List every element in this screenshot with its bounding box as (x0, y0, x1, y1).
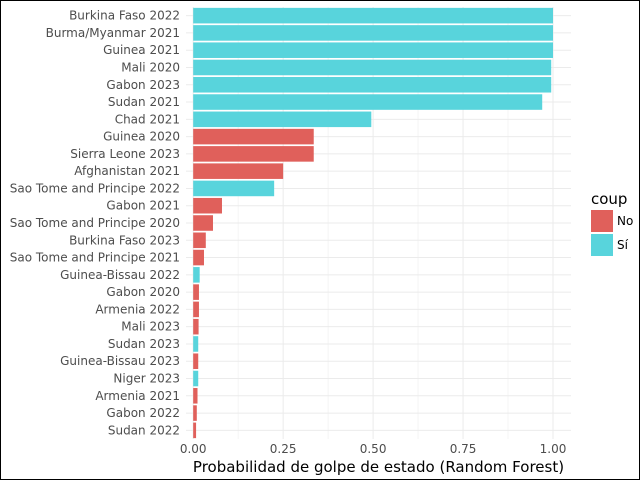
y-tick-label: Guinea-Bissau 2022 (60, 268, 180, 282)
bar (193, 111, 372, 128)
bar (193, 197, 222, 214)
y-tick-label: Burma/Myanmar 2021 (46, 26, 180, 40)
y-tick-label: Gabon 2023 (106, 78, 180, 92)
x-axis-title: Probabilidad de golpe de estado (Random … (193, 458, 564, 476)
y-tick-label: Armenia 2022 (95, 302, 180, 316)
y-tick-label: Sao Tome and Principe 2022 (10, 181, 180, 195)
bar (193, 388, 198, 404)
bar (193, 180, 275, 197)
legend-swatch (591, 234, 613, 256)
bar (193, 76, 552, 93)
y-tick-label: Gabon 2022 (106, 406, 180, 420)
y-tick-label: Guinea 2021 (103, 43, 180, 57)
bar (193, 94, 543, 110)
bar (193, 25, 554, 41)
legend-label: No (617, 214, 633, 228)
y-tick-label: Sudan 2021 (108, 95, 180, 109)
y-tick-label: Burkina Faso 2022 (69, 9, 180, 23)
bar (193, 249, 204, 266)
bar (193, 353, 199, 370)
legend-label: Sí (617, 238, 629, 252)
y-tick-label: Armenia 2021 (95, 389, 180, 403)
x-tick-label: 0.25 (270, 442, 297, 456)
y-tick-label: Gabon 2021 (106, 199, 180, 213)
bar (193, 59, 552, 76)
bar (193, 146, 314, 162)
legend-swatch (591, 210, 613, 232)
y-tick-label: Mali 2023 (121, 320, 180, 334)
y-tick-label: Sao Tome and Principe 2020 (10, 216, 180, 230)
y-tick-label: Afghanistan 2021 (74, 164, 180, 178)
y-tick-label: Sudan 2022 (108, 423, 180, 437)
y-tick-labels: Burkina Faso 2022 Burma/Myanmar 2021 Guine… (10, 9, 180, 438)
bar (193, 128, 314, 145)
bars (193, 7, 554, 439)
bar (193, 422, 197, 439)
y-tick-label: Guinea-Bissau 2023 (60, 354, 180, 368)
y-tick-label: Mali 2020 (121, 60, 180, 74)
bar (193, 318, 199, 335)
y-tick-label: Niger 2023 (113, 372, 180, 386)
bar (193, 42, 554, 58)
y-tick-label: Chad 2021 (115, 112, 180, 126)
legend-items: No Sí (591, 210, 633, 256)
legend: coup No Sí (591, 190, 633, 256)
bar (193, 232, 206, 249)
x-tick-label: 0.00 (180, 442, 207, 456)
bar (193, 336, 199, 352)
x-tick-label: 0.75 (450, 442, 477, 456)
bar (193, 163, 284, 179)
x-tick-label: 1.00 (540, 442, 567, 456)
y-tick-label: Guinea 2020 (103, 130, 180, 144)
bar (193, 7, 554, 24)
bar (193, 267, 200, 283)
bar (193, 301, 199, 318)
bar (193, 215, 213, 231)
bar (193, 405, 197, 421)
legend-title: coup (591, 190, 627, 208)
y-tick-label: Sao Tome and Principe 2021 (10, 251, 180, 265)
y-tick-label: Sierra Leone 2023 (70, 147, 180, 161)
bar (193, 284, 199, 300)
x-tick-label: 0.50 (360, 442, 387, 456)
x-tick-labels: 0.00 0.25 0.50 0.75 1.00 (180, 442, 567, 456)
y-tick-label: Burkina Faso 2023 (69, 233, 180, 247)
y-tick-label: Gabon 2020 (106, 285, 180, 299)
y-tick-label: Sudan 2023 (108, 337, 180, 351)
bar (193, 370, 199, 387)
